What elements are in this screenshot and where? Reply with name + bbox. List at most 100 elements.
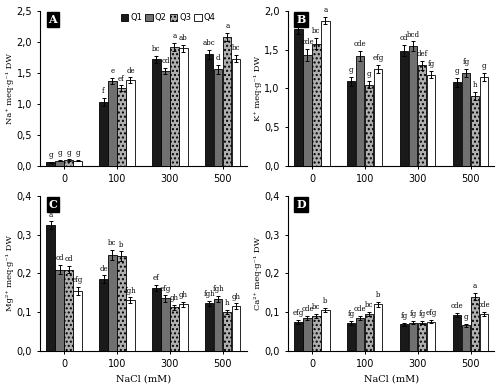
Text: cde: cde (354, 40, 366, 48)
Text: a: a (48, 210, 52, 219)
Bar (462, 73, 470, 166)
Text: a: a (172, 32, 176, 40)
Bar (322, 310, 330, 350)
Bar (232, 306, 240, 350)
Text: efg: efg (372, 54, 384, 63)
Bar (409, 46, 418, 166)
Bar (152, 60, 160, 166)
Bar (100, 102, 108, 166)
Bar (56, 270, 64, 350)
Text: def: def (416, 50, 428, 58)
Text: B: B (296, 14, 306, 25)
X-axis label: NaCl (mM): NaCl (mM) (364, 375, 419, 384)
Text: d: d (216, 54, 220, 62)
Text: b: b (119, 241, 124, 249)
Text: fg: fg (462, 58, 469, 67)
Bar (312, 316, 320, 350)
Text: efg: efg (72, 276, 83, 284)
Text: h: h (473, 81, 478, 89)
Text: h: h (225, 299, 230, 307)
Text: bc: bc (108, 240, 116, 247)
Bar (126, 300, 134, 350)
Bar (152, 288, 160, 350)
Bar (462, 326, 470, 350)
Bar (356, 56, 364, 166)
Y-axis label: Ca²⁺ meq·g⁻¹ DW: Ca²⁺ meq·g⁻¹ DW (254, 237, 262, 310)
Text: cde: cde (301, 38, 314, 46)
Bar (232, 59, 240, 166)
Bar (294, 322, 302, 350)
Bar (374, 304, 382, 350)
Bar (64, 270, 72, 350)
Y-axis label: Na⁺ meq·g⁻¹ DW: Na⁺ meq·g⁻¹ DW (6, 53, 14, 124)
Bar (400, 51, 408, 166)
Bar (46, 225, 54, 350)
Y-axis label: Mg²⁺ meq·g⁻¹ DW: Mg²⁺ meq·g⁻¹ DW (6, 235, 14, 311)
Text: fg: fg (410, 310, 417, 319)
Bar (126, 81, 134, 166)
Bar (108, 255, 116, 350)
Text: a: a (473, 282, 478, 290)
Text: bc: bc (312, 303, 320, 311)
Text: fgh: fgh (204, 290, 215, 298)
Text: fgh: fgh (124, 287, 136, 294)
Bar (179, 304, 188, 350)
Bar (304, 318, 312, 350)
Bar (365, 84, 374, 166)
Bar (480, 314, 488, 350)
Bar (453, 82, 462, 166)
Text: fgh: fgh (212, 286, 224, 293)
Text: g: g (464, 313, 468, 321)
Bar (427, 75, 436, 166)
Text: A: A (48, 14, 57, 25)
Bar (418, 323, 426, 350)
Text: fg: fg (348, 310, 355, 318)
Bar (453, 315, 462, 350)
Bar (480, 77, 488, 166)
Bar (471, 96, 480, 166)
Bar (162, 71, 170, 166)
Text: b: b (323, 297, 328, 305)
Bar (223, 37, 232, 166)
Text: bc: bc (152, 45, 160, 53)
Text: cd: cd (64, 255, 73, 263)
Bar (118, 88, 126, 166)
Text: bcd: bcd (406, 31, 420, 39)
Text: D: D (296, 199, 306, 210)
Bar (356, 318, 364, 350)
Legend: Q1, Q2, Q3, Q4: Q1, Q2, Q3, Q4 (120, 12, 216, 23)
Text: cd: cd (400, 34, 408, 42)
Text: a: a (324, 6, 328, 14)
Text: g: g (48, 151, 53, 159)
Bar (374, 69, 382, 166)
Bar (304, 55, 312, 166)
Bar (409, 323, 418, 350)
Text: bc: bc (232, 44, 240, 52)
Bar (427, 322, 436, 350)
Text: g: g (349, 66, 354, 74)
Text: cde: cde (478, 301, 490, 309)
Bar (365, 314, 374, 350)
Y-axis label: K⁺ meq·g⁻¹ DW: K⁺ meq·g⁻¹ DW (254, 56, 262, 121)
Text: de: de (99, 265, 108, 273)
Text: gh: gh (179, 291, 188, 299)
Text: g: g (482, 62, 486, 70)
Bar (118, 256, 126, 350)
Bar (471, 296, 480, 350)
Bar (205, 54, 214, 166)
Bar (214, 299, 222, 350)
Text: cd: cd (161, 57, 170, 65)
Bar (347, 323, 356, 350)
Text: ab: ab (294, 14, 303, 21)
Text: cde: cde (354, 305, 366, 313)
Bar (400, 324, 408, 350)
Text: cd: cd (56, 254, 64, 262)
Text: efg: efg (160, 285, 171, 293)
Bar (46, 163, 54, 166)
Text: de: de (126, 67, 135, 75)
Bar (162, 298, 170, 350)
Text: cde: cde (451, 302, 464, 310)
Bar (74, 291, 82, 350)
Bar (179, 48, 188, 166)
Text: bc: bc (312, 28, 320, 35)
